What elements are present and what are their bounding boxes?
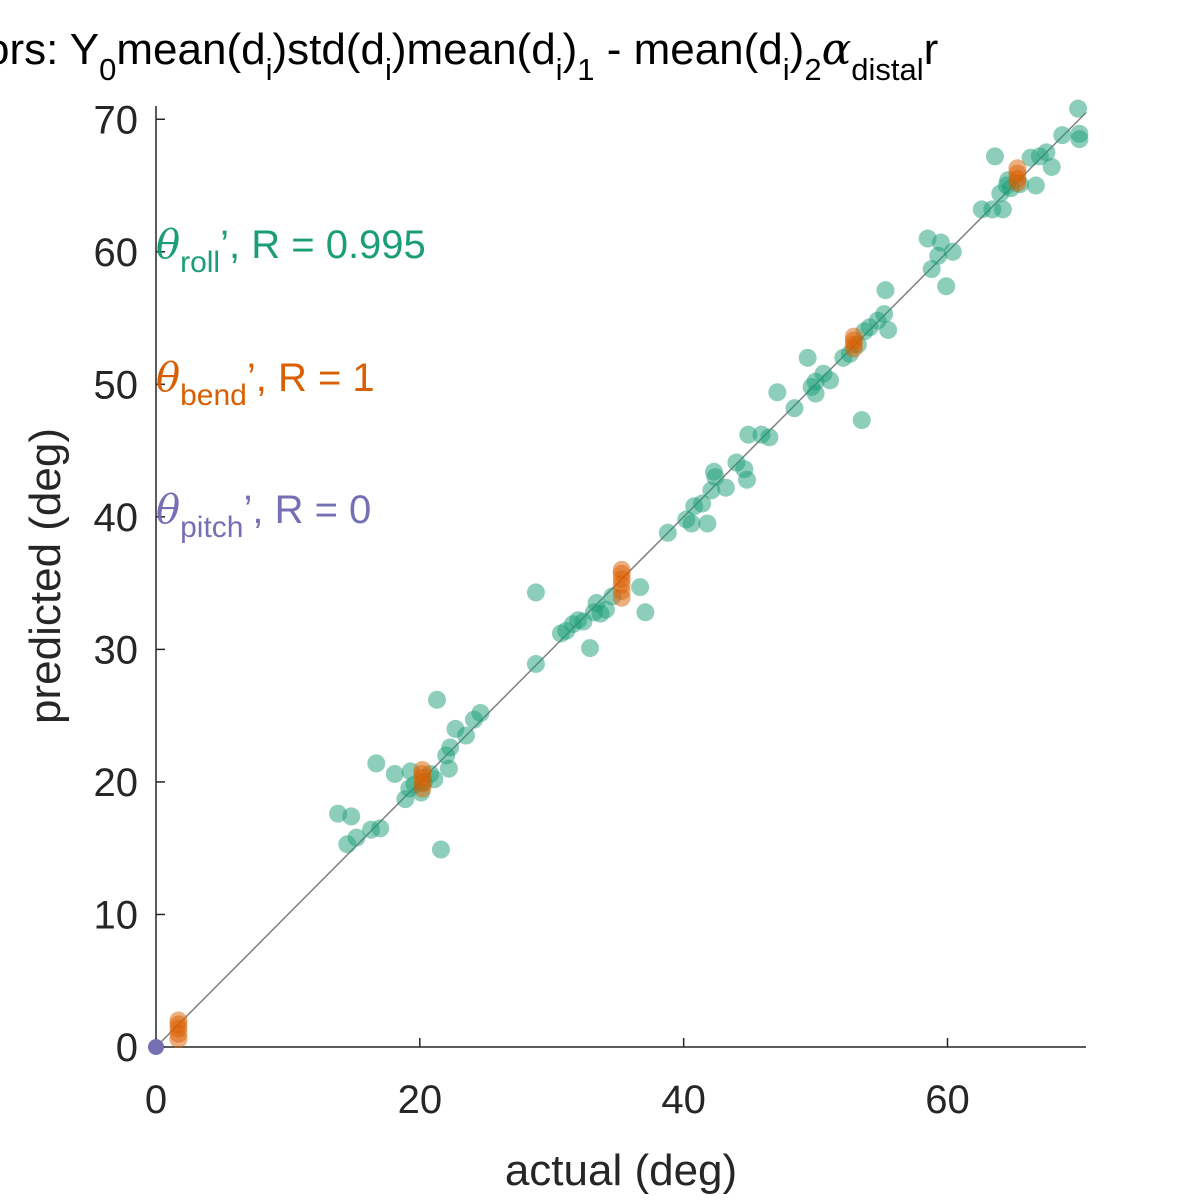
data-point-roll bbox=[875, 305, 894, 324]
data-point-roll bbox=[367, 754, 386, 773]
data-point-roll bbox=[693, 494, 712, 513]
data-point-roll bbox=[457, 726, 475, 745]
data-point-roll bbox=[716, 478, 735, 497]
data-point-bend bbox=[1008, 159, 1027, 178]
y-tick-label: 20 bbox=[94, 761, 139, 805]
y-tick-label: 0 bbox=[116, 1026, 138, 1070]
data-point-bend bbox=[844, 327, 863, 346]
data-point-roll bbox=[739, 425, 758, 444]
data-point-roll bbox=[737, 470, 756, 489]
data-point-bend bbox=[612, 560, 631, 579]
data-point-roll bbox=[636, 603, 655, 622]
data-point-roll bbox=[993, 200, 1012, 219]
x-tick-label: 20 bbox=[398, 1078, 443, 1122]
data-point-roll bbox=[1037, 143, 1056, 162]
data-point-roll bbox=[821, 371, 840, 390]
data-point-roll bbox=[581, 639, 599, 658]
data-point-roll bbox=[1053, 126, 1072, 145]
data-point-roll bbox=[1069, 99, 1088, 118]
data-point-roll bbox=[596, 600, 615, 619]
data-point-roll bbox=[806, 384, 825, 403]
data-point-pitch bbox=[148, 1039, 164, 1055]
legend: θroll’, R = 0.995 θbend’, R = 1 θpitch’,… bbox=[156, 222, 426, 544]
data-point-roll bbox=[785, 399, 804, 418]
data-point-roll bbox=[658, 523, 677, 542]
data-point-roll bbox=[1070, 124, 1089, 143]
data-point-roll bbox=[879, 320, 898, 339]
chart-title: ors: Y0mean(di)std(di)mean(di)1 - mean(d… bbox=[0, 24, 938, 87]
data-point-roll bbox=[526, 583, 545, 602]
legend-entry-bend: θbend’, R = 1 bbox=[156, 355, 375, 412]
data-point-roll bbox=[922, 260, 941, 279]
y-tick-label: 60 bbox=[94, 231, 139, 275]
data-point-bend bbox=[413, 761, 432, 780]
data-point-roll bbox=[526, 654, 545, 673]
x-axis-label: actual (deg) bbox=[505, 1146, 737, 1195]
x-tick-label: 40 bbox=[661, 1078, 706, 1122]
data-point-roll bbox=[1026, 176, 1045, 195]
x-tick-label: 0 bbox=[145, 1078, 167, 1122]
data-point-roll bbox=[439, 759, 458, 778]
data-point-roll bbox=[943, 242, 962, 261]
y-tick-label: 30 bbox=[94, 628, 139, 672]
data-point-roll bbox=[768, 383, 787, 402]
data-point-roll bbox=[427, 690, 446, 709]
y-tick-label: 10 bbox=[94, 893, 139, 937]
data-point-roll bbox=[431, 840, 450, 859]
legend-entry-pitch: θpitch’, R = 0 bbox=[156, 487, 371, 544]
legend-entry-roll: θroll’, R = 0.995 bbox=[156, 222, 426, 279]
data-point-roll bbox=[698, 514, 717, 533]
y-tick-label: 50 bbox=[94, 363, 139, 407]
y-ticks: 0 10 20 30 40 50 60 70 bbox=[94, 98, 165, 1070]
data-point-roll bbox=[471, 704, 490, 723]
data-point-roll bbox=[631, 578, 650, 597]
data-point-roll bbox=[937, 277, 956, 296]
data-points bbox=[148, 99, 1089, 1055]
y-tick-label: 70 bbox=[94, 98, 139, 142]
data-point-roll bbox=[798, 348, 817, 367]
y-axis-label: predicted (deg) bbox=[21, 428, 70, 724]
data-point-roll bbox=[342, 807, 361, 826]
x-ticks: 0 20 40 60 bbox=[145, 1038, 970, 1122]
data-point-bend bbox=[169, 1011, 188, 1030]
data-point-roll bbox=[347, 828, 366, 847]
data-point-roll bbox=[876, 281, 895, 300]
data-point-roll bbox=[985, 147, 1004, 166]
data-point-roll bbox=[385, 764, 404, 783]
data-point-roll bbox=[371, 819, 390, 838]
data-point-roll bbox=[1042, 157, 1061, 176]
data-point-roll bbox=[852, 411, 871, 430]
x-tick-label: 60 bbox=[925, 1078, 970, 1122]
y-tick-label: 40 bbox=[94, 496, 139, 540]
data-point-roll bbox=[682, 514, 701, 533]
data-point-roll bbox=[441, 738, 460, 757]
data-point-roll bbox=[760, 428, 779, 447]
